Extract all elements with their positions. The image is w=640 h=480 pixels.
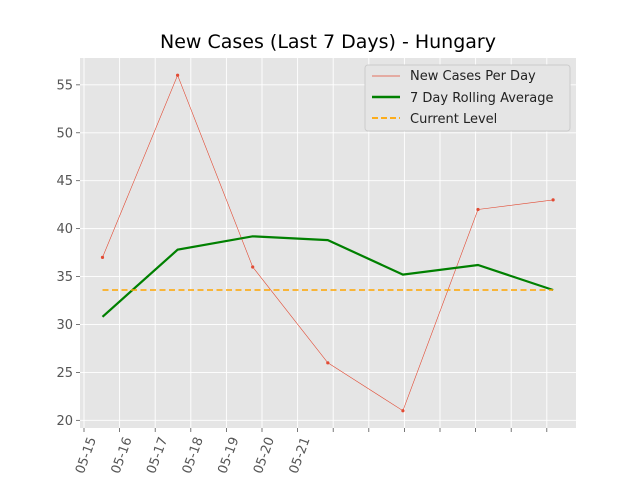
x-tick-label: 05-20 (251, 435, 278, 476)
legend: New Cases Per Day 7 Day Rolling Average … (364, 64, 571, 132)
legend-label-current-level: Current Level (410, 112, 497, 127)
x-tick-label: 05-21 (287, 435, 314, 476)
data-point-new-cases (100, 255, 105, 259)
x-tick-label: 05-19 (215, 435, 242, 476)
data-point-new-cases (326, 361, 330, 365)
x-tick-label: 05-17 (144, 435, 171, 476)
series-group (100, 73, 555, 413)
y-tick-label: 20 (56, 414, 73, 429)
data-point-new-cases (251, 265, 255, 269)
x-tick-label: 05-15 (73, 435, 100, 476)
legend-box (364, 64, 571, 132)
y-tick-label: 45 (56, 174, 73, 189)
y-tick-label: 40 (56, 222, 73, 237)
data-point-new-cases (476, 207, 480, 212)
legend-label-new-cases: New Cases Per Day (410, 69, 536, 84)
y-tick-label: 25 (56, 366, 73, 381)
y-tick-label: 35 (56, 270, 73, 285)
y-tick-label: 30 (56, 318, 73, 333)
chart-title: New Cases (Last 7 Days) - Hungary (160, 31, 496, 53)
x-tick-label: 05-18 (180, 435, 207, 476)
data-point-new-cases (176, 73, 180, 77)
legend-label-rolling-average: 7 Day Rolling Average (410, 91, 553, 106)
data-point-new-cases (401, 409, 405, 413)
data-point-new-cases (551, 198, 555, 202)
y-tick-label: 50 (56, 126, 73, 141)
y-tick-label: 55 (56, 78, 73, 93)
x-tick-label: 05-16 (109, 435, 136, 476)
series-line-rolling-average (101, 235, 554, 318)
